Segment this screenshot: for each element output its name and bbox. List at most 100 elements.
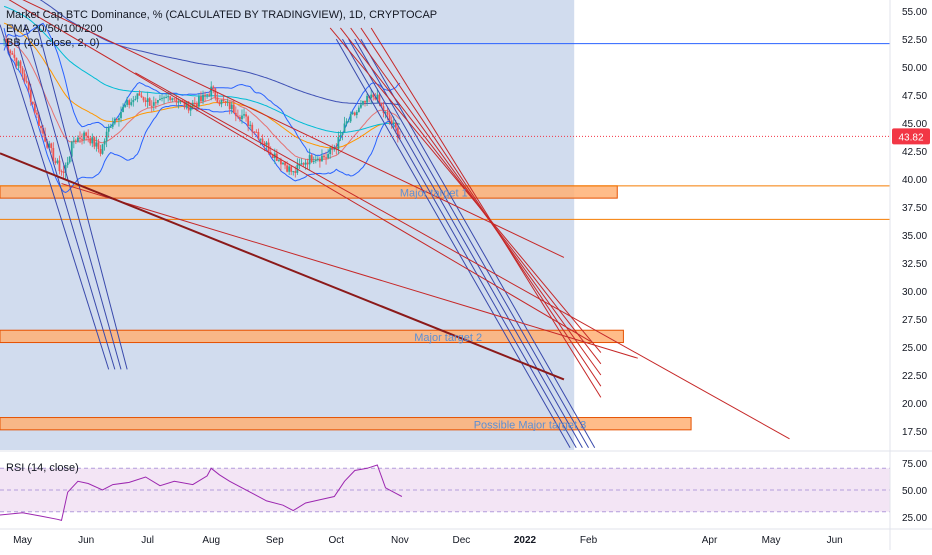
candle <box>351 110 354 116</box>
candle <box>54 157 57 165</box>
trend-line-11[interactable] <box>340 27 602 365</box>
candle <box>370 88 373 105</box>
trend-line-6[interactable] <box>342 38 577 449</box>
target-zone-label-3: Possible Major target 3 <box>474 419 587 431</box>
candle <box>79 131 81 143</box>
candle <box>21 66 24 80</box>
candle <box>77 135 79 143</box>
trend-line-3[interactable] <box>24 24 122 370</box>
candle <box>103 138 106 151</box>
time-tick-label: Aug <box>202 535 220 546</box>
candle <box>48 140 51 148</box>
last-price-label: 43.82 <box>898 132 923 143</box>
trend-line-13[interactable] <box>360 27 602 387</box>
target-zone-2[interactable] <box>0 329 624 344</box>
candle <box>72 136 75 149</box>
trend-line-1[interactable] <box>0 24 110 370</box>
candle <box>58 155 61 175</box>
candle <box>173 97 176 102</box>
candle <box>343 116 346 133</box>
target-zone-1[interactable] <box>0 185 618 199</box>
candle <box>5 34 8 44</box>
trend-line-16[interactable] <box>61 183 638 359</box>
trend-line-15[interactable] <box>135 72 790 440</box>
candle <box>140 91 143 98</box>
candle <box>13 48 16 62</box>
target-zone-3[interactable] <box>0 417 692 431</box>
candle <box>40 125 42 134</box>
trend-line-17[interactable] <box>0 0 591 342</box>
trend-line-4[interactable] <box>36 24 128 370</box>
ema-200-line[interactable] <box>4 0 400 106</box>
candle <box>138 90 141 96</box>
candle <box>319 156 321 168</box>
candle <box>390 116 393 129</box>
trend-line-10[interactable] <box>329 27 602 353</box>
candle <box>165 92 168 99</box>
time-tick-label: Jun <box>78 535 94 546</box>
indicator-rsi-label[interactable]: RSI (14, close) <box>6 462 79 474</box>
candle <box>31 101 34 105</box>
candle <box>177 98 180 109</box>
candle <box>113 117 116 126</box>
candle <box>122 103 124 113</box>
indicator-ema-label[interactable]: EMA 20/50/100/200 <box>6 23 103 35</box>
price-tick-label: 32.50 <box>902 259 927 270</box>
price-tick-label: 50.00 <box>902 63 927 74</box>
rsi-line[interactable] <box>0 464 403 522</box>
candle <box>331 144 334 156</box>
trend-line-18[interactable] <box>0 152 565 381</box>
candle <box>245 111 247 122</box>
candle <box>224 100 227 106</box>
candle <box>239 114 241 122</box>
candle <box>99 144 102 157</box>
trend-line-9[interactable] <box>360 38 596 449</box>
candle <box>157 99 159 105</box>
ema-100-line[interactable] <box>3 5 400 134</box>
candle <box>234 106 237 122</box>
trend-line-19[interactable] <box>0 0 565 258</box>
candle <box>66 156 69 168</box>
candle <box>355 110 358 119</box>
time-tick-label: 2022 <box>514 535 537 546</box>
candle <box>19 59 22 74</box>
candle <box>353 111 356 117</box>
indicator-bb-label[interactable]: BB (20, close, 2, 0) <box>6 37 100 49</box>
candle <box>312 156 315 165</box>
trend-line-7[interactable] <box>348 38 583 449</box>
candle <box>60 169 63 176</box>
candle <box>302 162 305 167</box>
candle <box>95 136 98 152</box>
candle <box>382 101 385 118</box>
trend-line-8[interactable] <box>354 38 589 449</box>
candle <box>325 151 327 165</box>
time-tick-label: Oct <box>329 535 345 546</box>
candle <box>89 135 92 146</box>
candle <box>171 97 174 103</box>
ema-20-line[interactable] <box>4 38 401 161</box>
candle <box>310 153 313 164</box>
candle <box>107 124 110 138</box>
candle <box>202 90 204 105</box>
candle <box>15 57 18 69</box>
price-tick-label: 22.50 <box>902 371 927 382</box>
candle <box>259 138 262 146</box>
trend-line-5[interactable] <box>335 38 571 449</box>
time-tick-label: Sep <box>266 535 284 546</box>
trend-line-2[interactable] <box>11 24 116 370</box>
candle <box>208 91 211 98</box>
price-tick-label: 30.00 <box>902 287 927 298</box>
candle <box>212 85 215 94</box>
candle <box>109 123 112 128</box>
trend-line-12[interactable] <box>350 27 602 376</box>
candle <box>159 94 161 101</box>
candle <box>27 80 30 93</box>
candle <box>134 95 137 101</box>
candle <box>142 96 145 103</box>
candle <box>206 93 209 99</box>
target-zone-label-1: Major target 1 <box>400 188 468 200</box>
candle <box>146 91 149 108</box>
candle <box>132 96 135 107</box>
price-tick-label: 42.50 <box>902 147 927 158</box>
